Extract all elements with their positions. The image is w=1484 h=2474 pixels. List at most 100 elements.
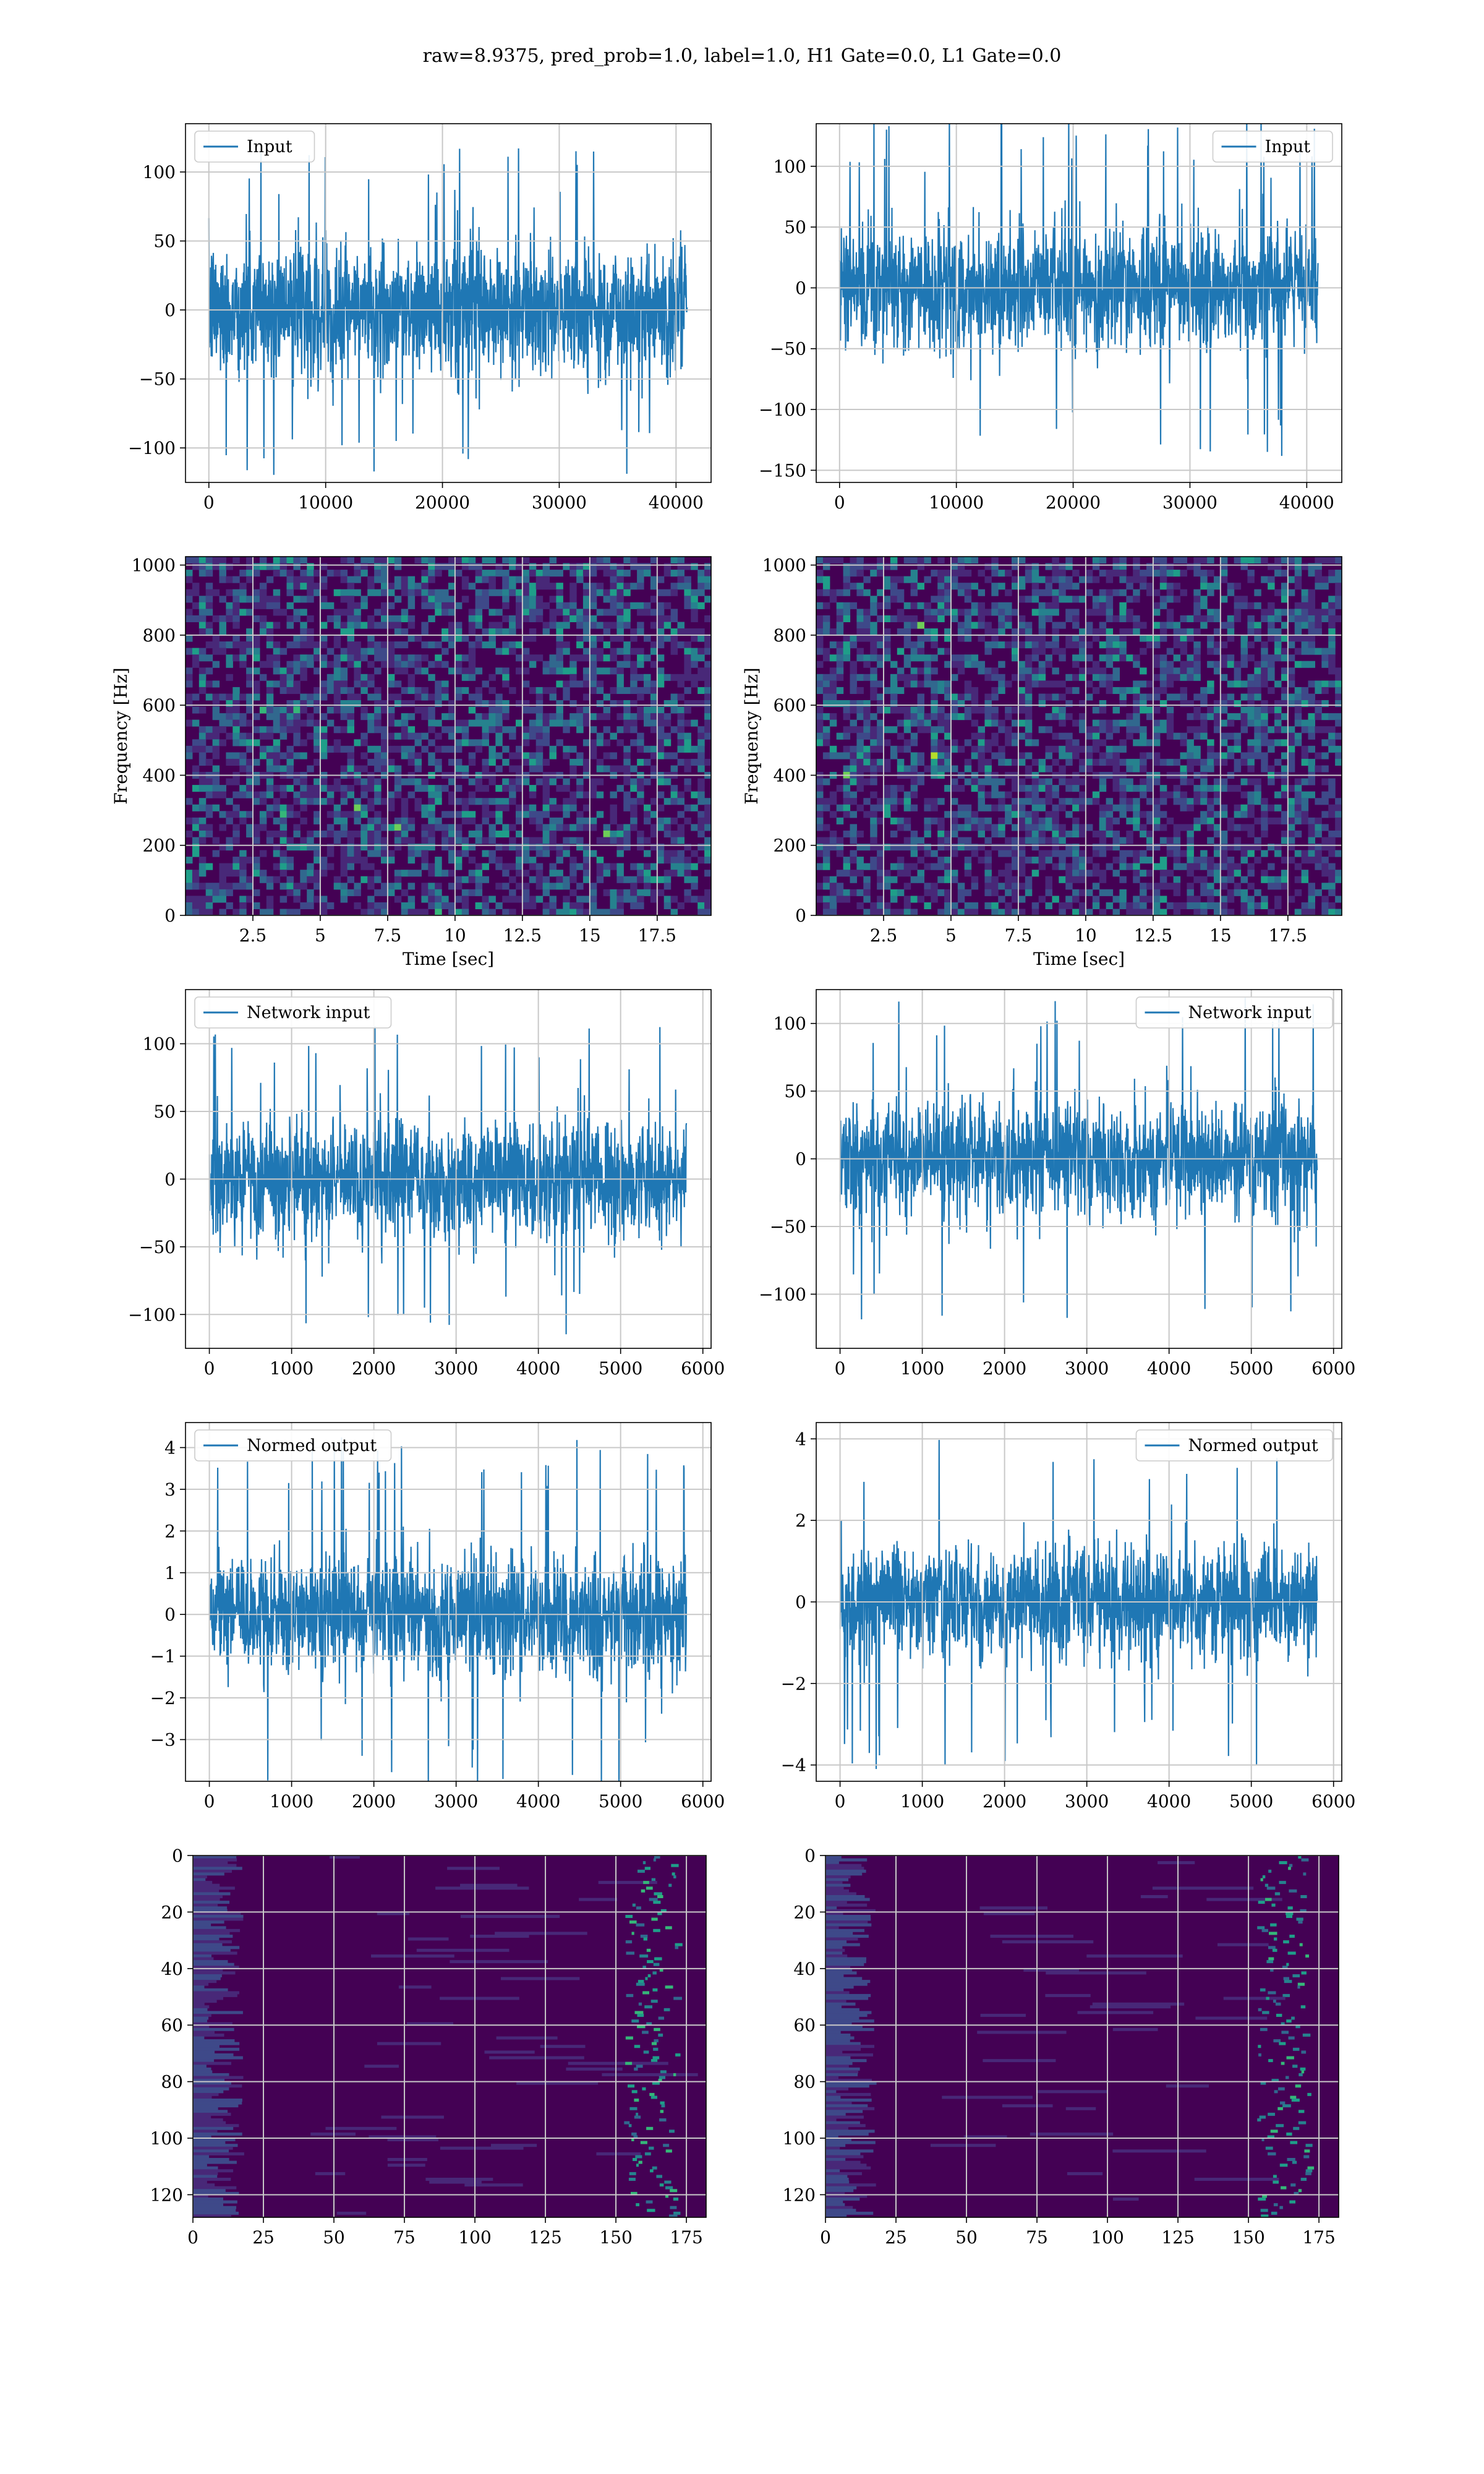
heatmap-cell	[1052, 596, 1059, 603]
heatmap-cell	[186, 570, 193, 577]
heatmap-cell	[1012, 758, 1019, 766]
heatmap-cell	[1106, 596, 1114, 603]
heatmap-cell	[192, 883, 200, 890]
heatmap-cell	[684, 745, 691, 753]
heatmap-cell	[884, 635, 891, 642]
heatmap-cell	[856, 870, 864, 877]
heatmap-cell	[657, 752, 665, 760]
heatmap-cell	[1180, 732, 1187, 740]
heatmap-cell	[822, 602, 830, 609]
heatmap-cell	[266, 680, 274, 688]
heatmap-cell	[374, 641, 382, 649]
heatmap-cell	[340, 687, 348, 694]
heatmap-cell	[971, 622, 979, 629]
heatmap-cell	[877, 700, 884, 708]
heatmap-cell	[937, 726, 945, 734]
heatmap-cell	[603, 641, 611, 649]
heatmap-cell	[354, 641, 361, 649]
heatmap-cell	[495, 713, 503, 721]
heatmap-cell	[421, 863, 429, 870]
heatmap-cell	[1099, 824, 1107, 831]
heatmap-cell	[313, 844, 321, 851]
heatmap-cell	[1287, 641, 1295, 649]
heatmap-cell	[300, 609, 307, 616]
heatmap-cell	[1052, 628, 1059, 636]
heatmap-cell	[1031, 654, 1039, 662]
heatmap-cell	[644, 837, 651, 844]
heatmap-cell	[863, 883, 871, 890]
heatmap-cell	[286, 863, 294, 870]
heatmap-cell	[421, 830, 429, 837]
heatmap-cell	[1321, 863, 1329, 870]
heatmap-cell	[1072, 641, 1080, 649]
heatmap-cell	[232, 719, 240, 727]
heatmap-cell	[704, 844, 711, 851]
heatmap-cell	[273, 589, 281, 596]
heatmap-cell	[863, 609, 871, 616]
heatmap-cell	[394, 661, 402, 668]
heatmap-cell	[1025, 811, 1033, 818]
heatmap-cell	[630, 824, 638, 831]
heatmap-cell	[603, 824, 611, 831]
heatmap-cell	[931, 687, 938, 694]
heatmap-cell	[1268, 654, 1275, 662]
heatmap-cell	[279, 791, 288, 798]
heatmap-cell	[441, 811, 449, 818]
heatmap-cell	[1321, 739, 1329, 747]
heatmap-cell	[509, 844, 516, 851]
heatmap-cell	[1126, 909, 1133, 915]
heatmap-cell	[1018, 811, 1026, 818]
heatmap-cell	[924, 628, 931, 636]
heatmap-cell	[884, 765, 891, 773]
heatmap-cell	[192, 804, 200, 811]
heatmap-cell	[1274, 713, 1282, 721]
heatmap-cell	[616, 896, 624, 903]
heatmap-cell	[1126, 713, 1133, 721]
heatmap-cell	[381, 726, 388, 734]
heatmap-cell	[1025, 661, 1033, 668]
heatmap-cell	[347, 654, 354, 662]
heatmap-cell	[239, 765, 247, 773]
heatmap-cell	[1025, 798, 1033, 805]
heatmap-cell	[414, 758, 422, 766]
heatmap-cell	[563, 745, 570, 753]
heatmap-cell	[1308, 661, 1315, 668]
heatmap-cell	[529, 817, 537, 824]
heatmap-cell	[1274, 557, 1282, 564]
heatmap-cell	[239, 850, 247, 857]
heatmap-cell	[394, 844, 402, 851]
heatmap-cell	[394, 693, 402, 701]
heatmap-cell	[704, 896, 711, 903]
heatmap-cell	[535, 693, 544, 701]
heatmap-cell	[991, 844, 999, 851]
heatmap-cell	[198, 902, 207, 909]
heatmap-cell	[293, 889, 301, 896]
heatmap-cell	[644, 674, 651, 681]
heatmap-cell	[454, 830, 463, 837]
heatmap-cell	[1187, 615, 1194, 622]
heatmap-cell	[957, 628, 965, 636]
heatmap-cell	[286, 570, 294, 577]
heatmap-cell	[1200, 765, 1208, 773]
heatmap-cell	[313, 876, 321, 883]
heatmap-cell	[1328, 811, 1336, 818]
heatmap-cell	[529, 804, 537, 811]
heatmap-cell	[1213, 824, 1221, 831]
heatmap-cell	[253, 570, 260, 577]
heatmap-cell	[307, 570, 314, 577]
heatmap-cell	[1180, 765, 1187, 773]
heatmap-cell	[394, 791, 402, 798]
heatmap-cell	[1166, 622, 1174, 629]
heatmap-cell	[1038, 635, 1046, 642]
heatmap-cell	[870, 635, 877, 642]
heatmap-cell	[448, 732, 456, 740]
heatmap-cell	[1240, 693, 1248, 701]
heatmap-cell	[1052, 609, 1059, 616]
heatmap-cell	[623, 589, 631, 596]
heatmap-cell	[246, 648, 254, 655]
heatmap-cell	[347, 765, 354, 773]
heatmap-cell	[441, 713, 449, 721]
heatmap-cell	[468, 667, 476, 675]
heatmap-cell	[1247, 570, 1255, 577]
heatmap-cell	[226, 661, 233, 668]
